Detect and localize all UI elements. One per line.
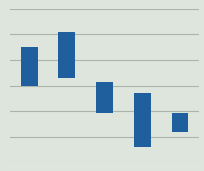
Bar: [133, 93, 150, 147]
Bar: [21, 47, 37, 86]
Bar: [96, 82, 112, 113]
Bar: [58, 32, 75, 78]
Bar: [171, 113, 187, 132]
